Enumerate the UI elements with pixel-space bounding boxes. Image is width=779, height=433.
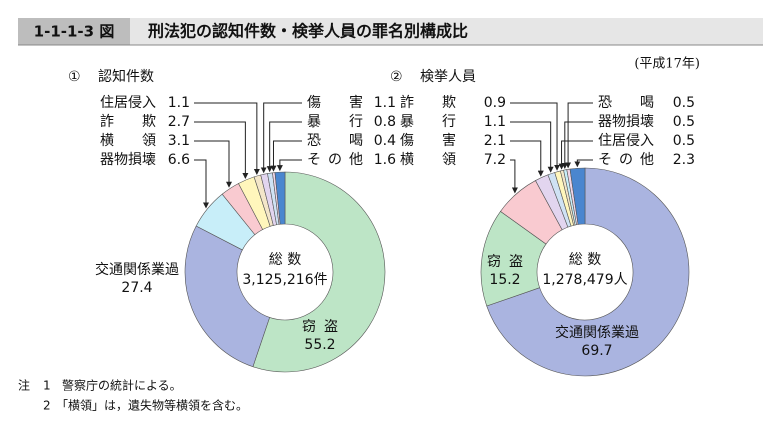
leader-line [510,140,544,177]
segment-label: 恐喝 [598,95,654,111]
note-number: 2 [43,399,51,413]
segment-label: 交通関係業過 [555,324,639,341]
total-value: 1,278,479人 [542,272,627,288]
segment-value: 15.2 [489,272,520,288]
leader-line [574,159,593,168]
figure-number: 1-1-1-3 図 [34,23,115,41]
segment-value: 1.1 [484,114,506,130]
segment-value: 2.7 [168,114,190,130]
figure-number-box [18,18,130,45]
leader-line [194,102,260,175]
segment-label: 器物損壊 [100,152,156,168]
segment-value: 0.5 [673,95,695,111]
segment-label: 傷害 [400,133,456,149]
segment-label: 住居侵入 [598,132,654,149]
segment-value: 2.1 [484,133,506,149]
leader-line [194,121,249,180]
segment-label: その他 [307,152,363,168]
chart-number: ① [68,69,81,85]
chart-number: ② [390,69,403,85]
segment-value: 69.7 [581,343,612,359]
segment-value: 6.6 [168,152,190,168]
leader-line [561,121,593,169]
donut-segment [274,171,286,225]
leader-line [558,140,593,170]
segment-label: 交通関係業過 [95,261,179,278]
segment-label: 暴行 [307,114,363,130]
segment-value: 0.9 [484,95,506,111]
donut-segment [569,167,586,225]
segment-label: 詐欺 [400,95,456,111]
note-number: 1 [43,379,51,393]
header-bar [18,18,763,45]
segment-label: 暴行 [400,114,456,130]
donut-segment [184,225,270,368]
segment-label: 住居侵入 [100,94,156,111]
leader-line [260,102,302,174]
leader-line [510,102,561,171]
segment-label: 詐欺 [100,114,156,130]
donut-segment [252,171,386,373]
segment-label: 傷害 [307,95,363,111]
leader-line [276,159,302,172]
leader-line [194,159,210,209]
total-label: 総 数 [569,252,601,268]
chart-title: 検挙人員 [420,69,476,85]
note-text: 警察庁の統計による。 [62,378,182,393]
segment-value: 3.1 [168,133,190,149]
segment-value: 55.2 [304,337,335,353]
segment-value: 0.8 [374,114,396,130]
segment-label: その他 [598,152,654,168]
total-label: 総 数 [269,252,301,268]
segment-label: 横領 [100,132,156,149]
segment-value: 1.6 [374,152,396,168]
leader-line [510,121,554,173]
leader-line [194,140,232,188]
segment-value: 2.3 [673,152,695,168]
total-value: 3,125,216件 [242,272,327,288]
segment-value: 0.5 [673,114,695,130]
segment-value: 7.2 [484,152,506,168]
leader-line [270,140,302,172]
leader-line [565,102,593,169]
period: (平成17年) [634,57,700,72]
segment-value: 0.4 [374,133,396,149]
note-text: 「横領」は，遺失物等横領を含む。 [56,398,248,413]
segment-value: 1.1 [168,95,190,111]
segment-value: 27.4 [121,280,152,296]
note-marker: 注 [18,378,30,393]
segment-label: 器物損壊 [598,114,654,130]
figure-title: 刑法犯の認知件数・検挙人員の罪名別構成比 [148,22,468,41]
leader-line [266,121,302,173]
donut-segment [486,167,690,377]
segment-label: 横領 [400,151,456,168]
leader-line [510,159,518,194]
segment-label: 恐喝 [307,133,363,149]
chart-title: 認知件数 [98,68,154,85]
segment-value: 1.1 [374,95,396,111]
segment-value: 0.5 [673,133,695,149]
